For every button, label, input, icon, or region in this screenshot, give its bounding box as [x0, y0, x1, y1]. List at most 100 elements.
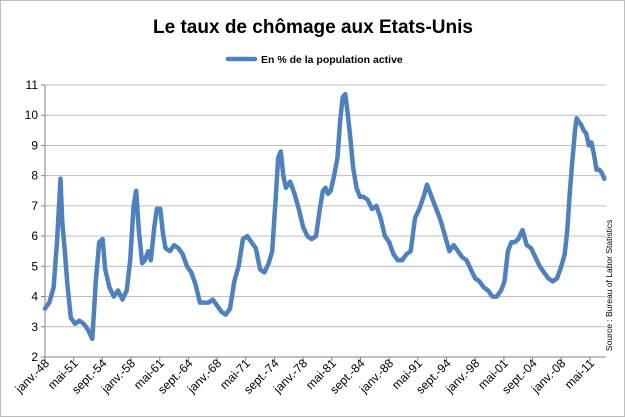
data-point [400, 259, 404, 262]
y-tick-label: 5 [31, 259, 38, 273]
data-point [432, 201, 436, 205]
data-point [241, 237, 245, 241]
y-tick-label: 6 [31, 229, 38, 243]
data-point [297, 207, 300, 211]
legend: En % de la population active [225, 54, 403, 66]
data-point [306, 234, 309, 238]
data-point [336, 156, 339, 159]
data-point [141, 262, 144, 265]
data-point [396, 259, 399, 262]
data-point [153, 225, 156, 229]
data-point [220, 310, 223, 313]
data-point [478, 280, 481, 283]
data-point [506, 250, 510, 253]
data-point [48, 301, 51, 304]
data-point [293, 192, 296, 195]
x-axis-ticks: janv.-48mai-51sept.-54janv.-58mai-61sept… [12, 356, 597, 397]
data-point [486, 289, 490, 292]
data-point [418, 207, 421, 211]
data-point [436, 210, 439, 214]
data-point [349, 138, 352, 141]
data-point [465, 259, 468, 262]
legend-label: En % de la population active [261, 54, 403, 66]
data-point [98, 241, 101, 244]
data-point [112, 295, 116, 298]
data-point [577, 120, 580, 123]
data-point [355, 186, 358, 189]
data-point [595, 168, 598, 171]
y-axis-ticks: 2 3 4 5 6 7 8 9 10 11 [25, 78, 45, 364]
data-point [422, 195, 425, 198]
data-point [246, 234, 249, 238]
data-point [233, 280, 236, 283]
data-point [568, 189, 572, 192]
data-point [63, 250, 66, 253]
data-point [121, 298, 124, 301]
data-point [143, 259, 146, 262]
data-point [277, 156, 280, 159]
data-point [383, 234, 387, 238]
y-tick-label: 10 [25, 108, 39, 122]
data-point [271, 250, 274, 253]
data-point [314, 234, 318, 238]
data-point [190, 271, 193, 274]
data-point [491, 295, 494, 298]
data-point [592, 153, 596, 156]
data-point [409, 250, 412, 253]
data-point [66, 283, 69, 286]
chart-title: Le taux de chômage aux Etats-Unis [153, 17, 473, 38]
y-tick-label: 11 [26, 78, 39, 92]
data-point [329, 189, 332, 192]
data-point [590, 141, 593, 144]
data-point [135, 189, 138, 192]
data-point [52, 286, 55, 289]
data-point [525, 244, 528, 247]
data-point [513, 241, 516, 244]
data-point [375, 204, 378, 208]
data-point [542, 271, 546, 274]
data-point [521, 228, 524, 232]
data-point [582, 129, 585, 132]
data-point [495, 295, 498, 298]
data-point [301, 225, 305, 229]
data-point [379, 216, 382, 220]
data-point [338, 120, 342, 123]
data-point [346, 114, 350, 117]
data-point [413, 216, 417, 220]
data-point [499, 289, 503, 292]
data-point [108, 286, 111, 289]
data-point [289, 180, 292, 183]
data-point [585, 132, 588, 135]
data-point [137, 228, 140, 232]
data-point [474, 277, 477, 280]
data-point [547, 277, 550, 280]
y-tick-label: 2 [31, 350, 38, 364]
data-point [510, 241, 513, 244]
data-point [82, 322, 85, 325]
data-point [198, 301, 202, 304]
data-point [282, 174, 285, 177]
data-point [456, 250, 460, 253]
data-point [321, 189, 325, 192]
data-point [207, 301, 210, 304]
data-point [228, 307, 232, 310]
y-tick-label: 8 [31, 169, 38, 183]
data-point [503, 280, 506, 283]
data-point [392, 253, 395, 256]
data-point [310, 237, 313, 241]
data-point [101, 237, 104, 241]
data-point [258, 268, 262, 271]
data-point [116, 289, 120, 292]
data-point [78, 319, 81, 322]
data-point [55, 241, 59, 244]
data-point [358, 195, 362, 198]
data-point [73, 322, 77, 325]
data-point [587, 144, 590, 147]
data-point [155, 207, 159, 211]
data-point [538, 265, 541, 268]
data-point [203, 301, 206, 304]
data-point [571, 159, 574, 162]
data-point [274, 198, 277, 201]
source-note: Source : Bureau of Labor Statistics [604, 220, 614, 351]
